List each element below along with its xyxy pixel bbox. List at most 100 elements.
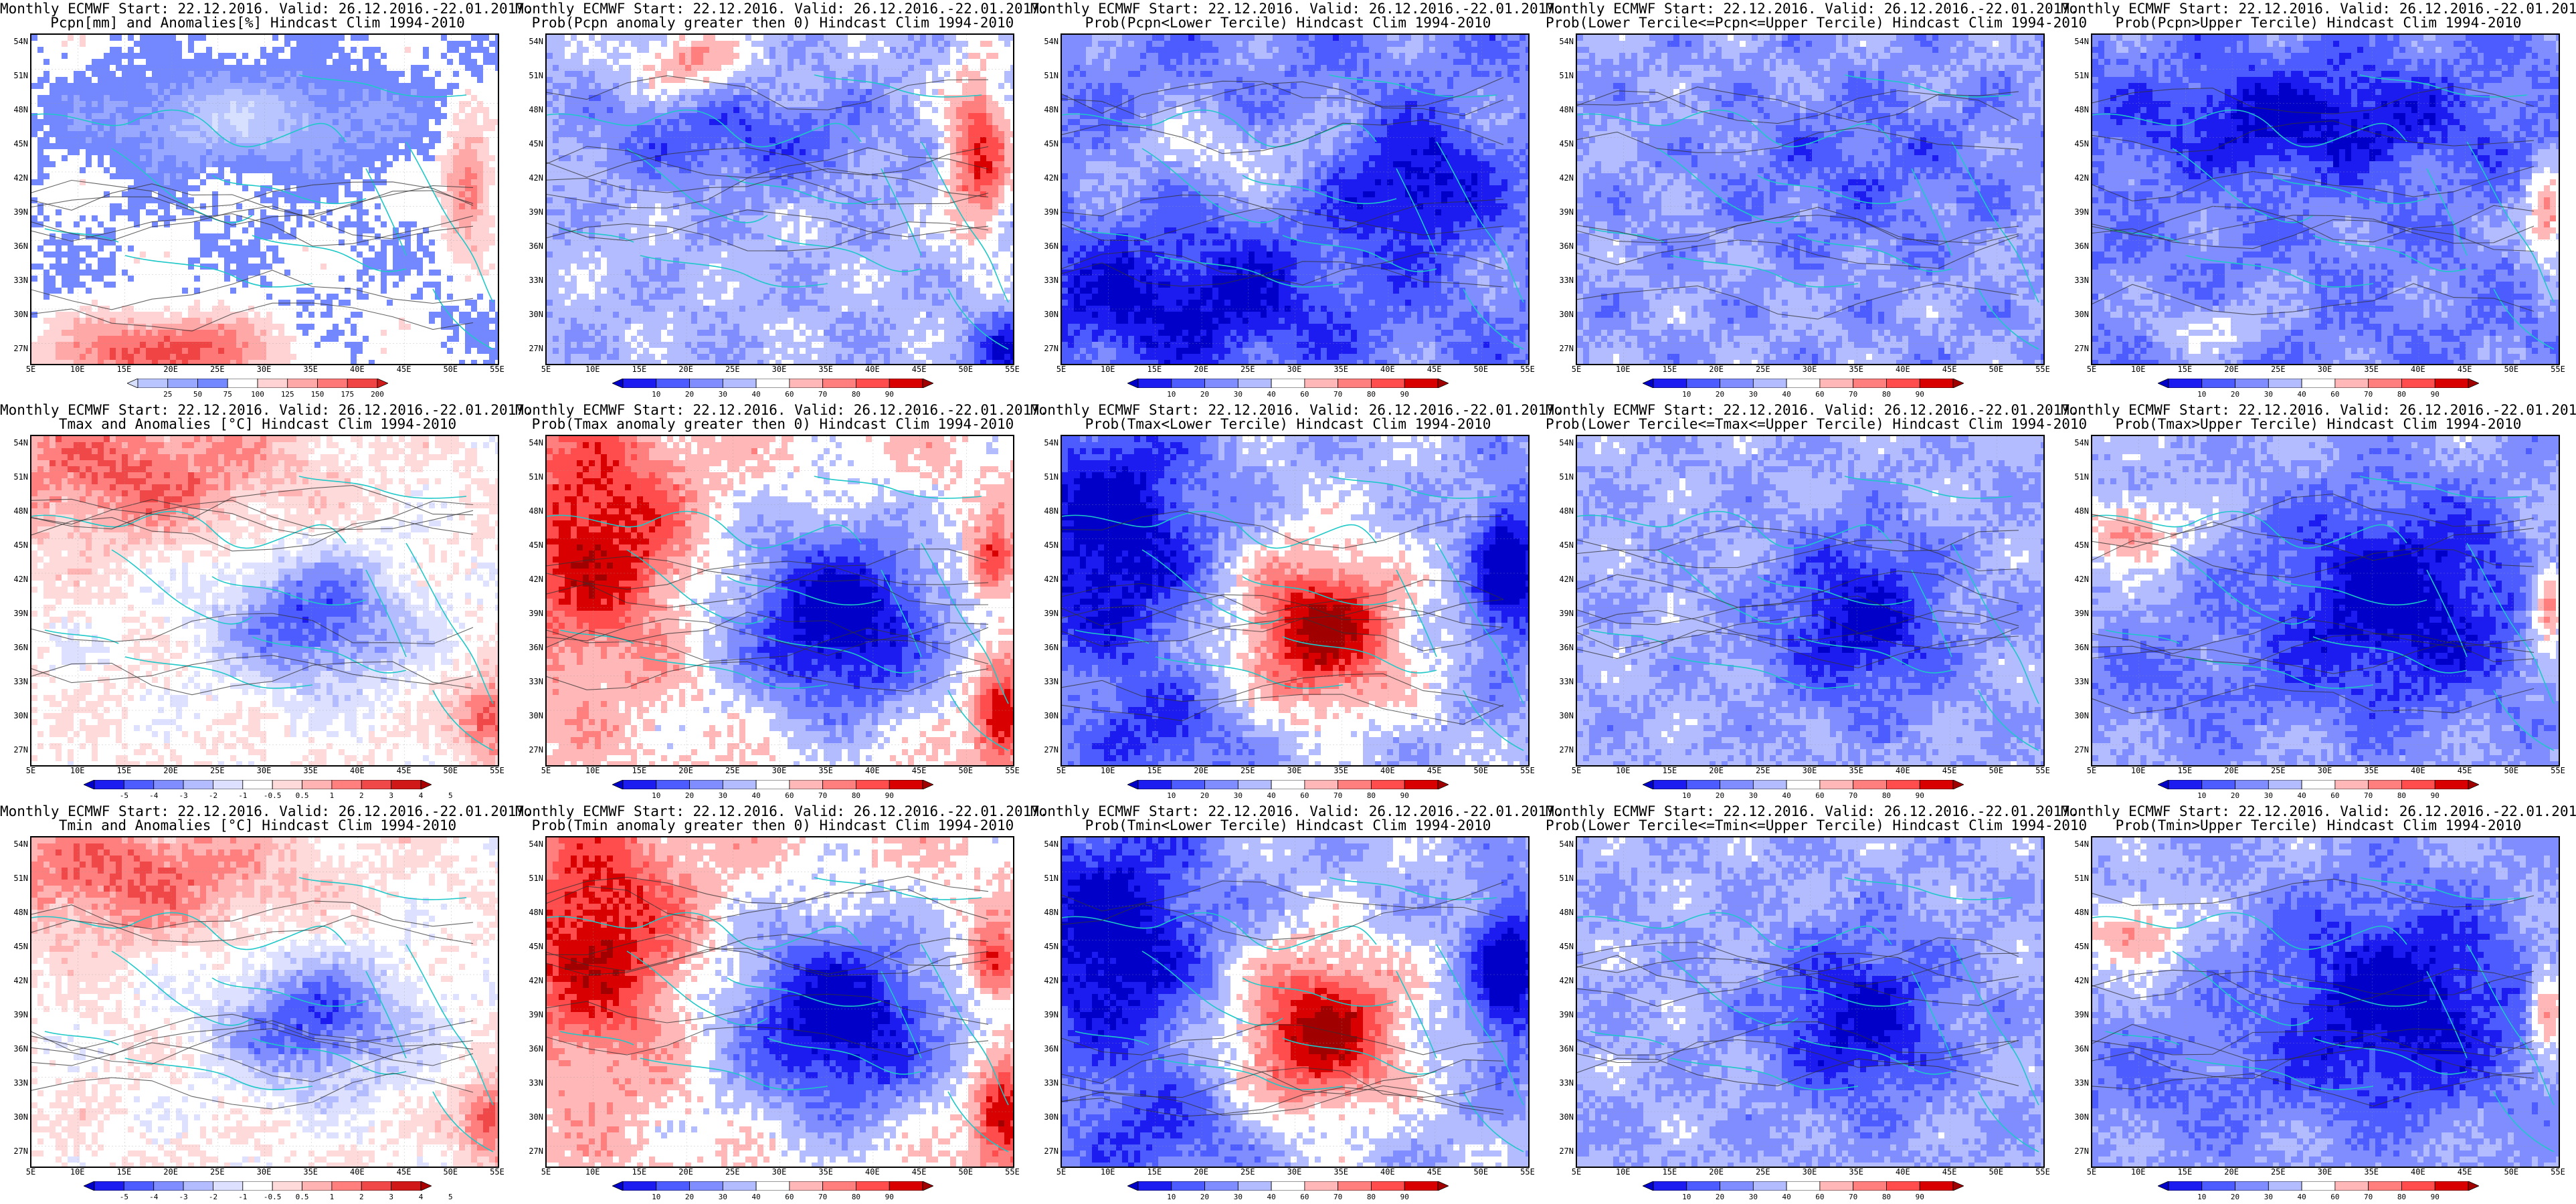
longitude-label: 55E [1520,1168,1535,1176]
latitude-label: 45N [2066,140,2089,148]
colorbar-tick-label: 30 [2264,391,2273,398]
latitude-label: 42N [521,977,543,985]
longitude-label: 50E [958,767,973,775]
longitude-label: 30E [1803,1168,1817,1176]
colorbar-tick-label: 40 [1782,1193,1790,1201]
latitude-label: 33N [5,1079,28,1087]
latitude-label: 51N [5,72,28,80]
latitude-label: 33N [1036,678,1059,686]
longitude-label: 45E [397,365,411,373]
longitude-label: 55E [2035,365,2050,373]
latitude-label: 45N [2066,942,2089,950]
longitude-label: 10E [70,1168,85,1176]
longitude-label: 20E [163,767,178,775]
latitude-label: 30N [521,310,543,318]
longitude-label: 50E [2504,365,2518,373]
latitude-label: 27N [521,1147,543,1155]
latitude-label: 33N [1036,276,1059,284]
longitude-label: 40E [2411,365,2425,373]
colorbar-tick-label: 3 [389,792,393,799]
latitude-label: 36N [5,1045,28,1053]
longitude-label: 30E [2318,365,2332,373]
colorbar-tick-label: 10 [1167,792,1176,799]
colorbar-tick-label: 40 [1782,792,1790,799]
latitude-label: 54N [1036,439,1059,447]
longitude-label: 10E [1616,365,1631,373]
longitude-label: 25E [725,767,740,775]
longitude-label: 45E [912,365,927,373]
colorbar-tick-label: 0.5 [296,792,309,799]
colorbar-tick-label: -2 [209,792,217,799]
colorbar-tick-label: 90 [1400,1193,1409,1201]
latitude-label: 30N [1036,310,1059,318]
colorbar-tick-label: 1 [330,1193,335,1201]
latitude-label: 36N [5,242,28,250]
colorbar-tick-label: 60 [785,391,794,398]
latitude-label: 48N [5,908,28,916]
colorbar-tick-label: 60 [2330,1193,2339,1201]
longitude-label: 20E [1194,365,1208,373]
latitude-label: 27N [2066,344,2089,353]
latitude-label: 33N [1551,678,1574,686]
longitude-label: 45E [1427,365,1442,373]
colorbar-tick-label: 40 [751,391,760,398]
colorbar [2158,379,2479,388]
map-frame [545,435,1014,767]
latitude-label: 48N [1551,908,1574,916]
map-panel: Monthly ECMWF Start: 22.12.2016. Valid: … [515,0,1030,401]
panel-subtitle: Prob(Tmin>Upper Tercile) Hindcast Clim 1… [2061,818,2576,833]
latitude-label: 42N [1551,977,1574,985]
panel-title: Monthly ECMWF Start: 22.12.2016. Valid: … [1546,804,2061,819]
colorbar-tick-label: 1 [330,792,335,799]
map-panel: Monthly ECMWF Start: 22.12.2016. Valid: … [0,0,515,401]
panel-title: Monthly ECMWF Start: 22.12.2016. Valid: … [1030,1,1546,16]
longitude-label: 40E [1896,1168,1910,1176]
colorbar-tick-label: -1 [238,1193,247,1201]
longitude-label: 20E [2224,1168,2239,1176]
colorbar-tick-label: 90 [2431,792,2440,799]
longitude-label: 45E [1942,767,1957,775]
longitude-label: 50E [1473,1168,1488,1176]
map-panel: Monthly ECMWF Start: 22.12.2016. Valid: … [1030,401,1546,803]
latitude-label: 30N [521,1113,543,1121]
latitude-label: 30N [5,310,28,318]
colorbar-tick-label: 70 [2364,391,2373,398]
map-field [1577,837,2043,1167]
latitude-label: 51N [1036,72,1059,80]
colorbar-tick-label: 200 [371,391,384,398]
longitude-label: 40E [865,365,880,373]
map-field [547,837,1013,1167]
latitude-label: 42N [1036,575,1059,583]
map-field [1577,436,2043,765]
latitude-label: 54N [2066,37,2089,45]
colorbar-tick-label: 10 [1167,1193,1176,1201]
colorbar-tick-label: -1 [238,792,247,799]
longitude-label: 50E [1989,767,2003,775]
colorbar-tick-label: 10 [652,391,660,398]
latitude-label: 54N [5,439,28,447]
longitude-label: 10E [585,1168,600,1176]
longitude-label: 35E [1849,767,1863,775]
longitude-label: 25E [2271,767,2286,775]
longitude-label: 45E [1942,365,1957,373]
longitude-label: 55E [1005,767,1020,775]
colorbar-tick-label: 75 [223,391,232,398]
longitude-label: 10E [1101,1168,1115,1176]
colorbar-tick-label: 40 [2297,1193,2306,1201]
panel-title: Monthly ECMWF Start: 22.12.2016. Valid: … [0,804,515,819]
latitude-label: 45N [1036,541,1059,549]
colorbar-tick-label: 60 [1815,391,1824,398]
longitude-label: 35E [2364,767,2379,775]
colorbar-tick-label: 70 [1849,391,1857,398]
latitude-label: 30N [2066,712,2089,720]
colorbar-tick-label: 90 [1916,391,1924,398]
longitude-label: 55E [2551,365,2565,373]
latitude-label: 36N [1036,643,1059,651]
colorbar-tick-label: 90 [1400,391,1409,398]
colorbar-tick-label: 10 [1167,391,1176,398]
longitude-label: 50E [443,1168,458,1176]
colorbar-tick-label: -0.5 [264,792,282,799]
map-frame [1576,836,2045,1168]
colorbar-tick-label: 50 [193,391,202,398]
